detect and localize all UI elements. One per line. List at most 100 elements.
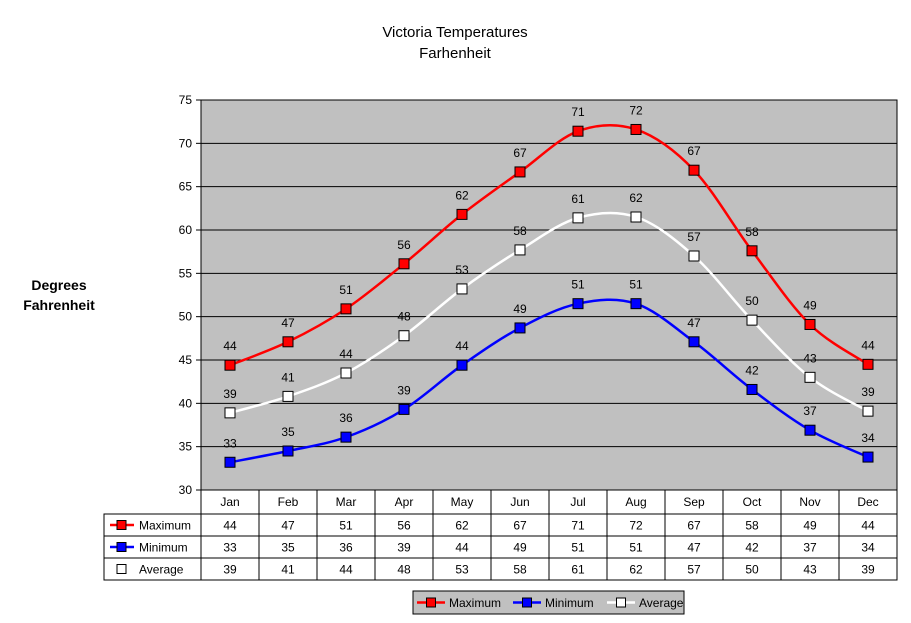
table-cell-value: 39 bbox=[861, 563, 875, 577]
data-point-minimum bbox=[572, 298, 584, 310]
data-point-minimum bbox=[688, 336, 700, 348]
data-label-maximum: 51 bbox=[339, 283, 353, 297]
data-point-minimum bbox=[514, 322, 526, 334]
data-label-maximum: 72 bbox=[629, 103, 643, 117]
data-point-maximum bbox=[804, 318, 816, 330]
legend-box bbox=[412, 590, 685, 615]
x-tick-label: Oct bbox=[743, 495, 762, 509]
x-tick-label: Jan bbox=[220, 495, 239, 509]
table-cell-value: 51 bbox=[629, 541, 643, 555]
table-header-cell bbox=[258, 489, 318, 515]
y-tick-label: 30 bbox=[179, 483, 193, 497]
data-label-average: 53 bbox=[455, 263, 469, 277]
table-key-marker-average bbox=[116, 564, 127, 574]
table-cell-value: 62 bbox=[455, 519, 469, 533]
table-cell-value: 39 bbox=[397, 541, 411, 555]
data-label-maximum: 56 bbox=[397, 238, 411, 252]
data-label-minimum: 39 bbox=[397, 383, 411, 397]
table-cell-value: 49 bbox=[803, 519, 817, 533]
table-key-marker-maximum bbox=[116, 520, 127, 530]
table-row-label: Maximum bbox=[139, 519, 191, 533]
data-label-maximum: 67 bbox=[687, 144, 701, 158]
plot-background bbox=[201, 100, 897, 490]
data-point-minimum bbox=[456, 359, 468, 371]
table-cell-value: 48 bbox=[397, 563, 411, 577]
data-point-average bbox=[804, 371, 816, 383]
series-average: 39 41 44 48 53 58 61 62 57 50 43 39 bbox=[223, 191, 875, 419]
series-maximum: 44 47 51 56 62 67 71 72 67 58 49 44 bbox=[223, 103, 875, 371]
x-tick-label: Jul bbox=[570, 495, 585, 509]
data-label-minimum: 49 bbox=[513, 302, 527, 316]
data-label-average: 44 bbox=[339, 347, 353, 361]
data-label-average: 50 bbox=[745, 294, 759, 308]
legend-marker-maximum bbox=[426, 597, 436, 608]
data-label-average: 48 bbox=[397, 310, 411, 324]
y-tick-label: 50 bbox=[179, 310, 193, 324]
table-header-cell bbox=[606, 489, 666, 515]
legend-marker-minimum bbox=[522, 597, 532, 608]
table-cell-value: 71 bbox=[571, 519, 585, 533]
data-point-minimum bbox=[630, 298, 642, 310]
y-axis-label-line1: Degrees bbox=[31, 277, 86, 293]
data-label-maximum: 67 bbox=[513, 146, 527, 160]
table-cell-value: 33 bbox=[223, 541, 237, 555]
y-tick-label: 35 bbox=[179, 440, 193, 454]
data-point-maximum bbox=[398, 258, 410, 270]
data-label-maximum: 44 bbox=[861, 338, 875, 352]
data-point-maximum bbox=[688, 164, 700, 176]
plot-area: 30 35 40 45 50 55 60 65 70 75 44 47 51 56 62 67 71 72 67 58… bbox=[179, 93, 898, 497]
table-header-cell bbox=[374, 489, 434, 515]
data-point-maximum bbox=[862, 358, 874, 370]
data-label-minimum: 34 bbox=[861, 431, 875, 445]
data-point-maximum bbox=[572, 125, 584, 137]
data-label-minimum: 36 bbox=[339, 411, 353, 425]
legend-label-average: Average bbox=[639, 596, 684, 610]
data-label-maximum: 44 bbox=[223, 339, 237, 353]
data-label-average: 41 bbox=[281, 370, 295, 384]
data-point-minimum bbox=[224, 456, 236, 468]
y-axis-label-line2: Fahrenheit bbox=[23, 297, 95, 313]
table-cell-value: 67 bbox=[687, 519, 701, 533]
data-point-minimum bbox=[398, 403, 410, 415]
table-cell-value: 47 bbox=[687, 541, 701, 555]
x-tick-label: Feb bbox=[278, 495, 299, 509]
data-label-average: 39 bbox=[861, 385, 875, 399]
data-point-average bbox=[340, 367, 352, 379]
x-tick-label: Dec bbox=[857, 495, 878, 509]
legend-label-minimum: Minimum bbox=[545, 596, 594, 610]
data-label-minimum: 51 bbox=[571, 278, 585, 292]
table-cell-value: 51 bbox=[339, 519, 353, 533]
legend-label-maximum: Maximum bbox=[449, 596, 501, 610]
table-cell-value: 58 bbox=[745, 519, 759, 533]
data-point-minimum bbox=[340, 431, 352, 443]
table-cell-value: 53 bbox=[455, 563, 469, 577]
legend-marker-average bbox=[616, 597, 626, 608]
data-label-minimum: 35 bbox=[281, 425, 295, 439]
data-label-average: 58 bbox=[513, 224, 527, 238]
series-minimum: 33 35 36 39 44 49 51 51 47 42 37 34 bbox=[223, 278, 875, 468]
x-tick-label: Nov bbox=[799, 495, 820, 509]
data-label-average: 57 bbox=[687, 230, 701, 244]
data-point-maximum bbox=[340, 303, 352, 315]
data-point-average bbox=[630, 211, 642, 223]
table-cell-value: 72 bbox=[629, 519, 643, 533]
data-label-average: 43 bbox=[803, 351, 817, 365]
table-cell-value: 35 bbox=[281, 541, 295, 555]
table-cell-value: 67 bbox=[513, 519, 527, 533]
table-cell-value: 43 bbox=[803, 563, 817, 577]
table-header-cell bbox=[548, 489, 608, 515]
data-label-minimum: 37 bbox=[803, 404, 817, 418]
x-tick-label: Aug bbox=[625, 495, 646, 509]
data-point-maximum bbox=[630, 123, 642, 135]
data-label-maximum: 62 bbox=[455, 188, 469, 202]
table-cell-value: 50 bbox=[745, 563, 759, 577]
data-point-average bbox=[282, 390, 294, 402]
table-cell-value: 39 bbox=[223, 563, 237, 577]
x-tick-label: Apr bbox=[395, 495, 414, 509]
data-label-minimum: 42 bbox=[745, 363, 759, 377]
table-cell-value: 49 bbox=[513, 541, 527, 555]
table-cell-value: 56 bbox=[397, 519, 411, 533]
data-point-maximum bbox=[282, 336, 294, 348]
